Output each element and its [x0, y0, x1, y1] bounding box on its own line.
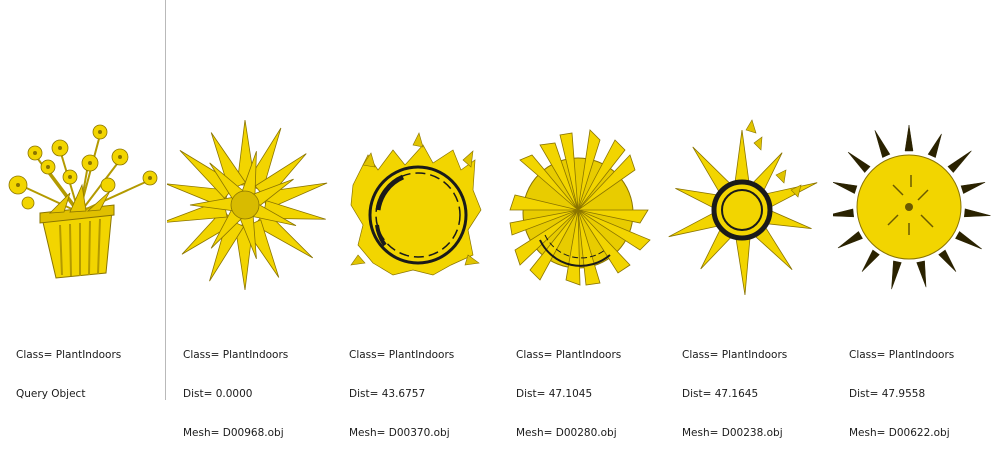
- class-label: Class= PlantIndoors: [682, 349, 788, 361]
- query-object-label: Query Object: [16, 388, 86, 400]
- potted-flower-plant-render: [8, 124, 158, 279]
- result-caption: Class= PlantIndoors Dist= 43.6757 Mesh= …: [349, 323, 454, 466]
- mesh-label: Mesh= D00370.obj: [349, 427, 450, 439]
- class-label: Class= PlantIndoors: [183, 349, 289, 361]
- distance-label: Dist= 0.0000: [183, 388, 253, 400]
- distance-label: Dist= 47.1645: [682, 388, 759, 400]
- query-panel[interactable]: Class= PlantIndoors Query Object: [0, 0, 166, 400]
- result-item[interactable]: Class= PlantIndoors Dist= 43.6757 Mesh= …: [333, 0, 500, 439]
- result-caption: Class= PlantIndoors Dist= 47.1045 Mesh= …: [516, 323, 621, 466]
- distance-label: Dist= 43.6757: [349, 388, 426, 400]
- mesh-label: Mesh= D00238.obj: [682, 427, 783, 439]
- leafy-bush-plant-render: [509, 129, 651, 286]
- retrieval-results: Class= PlantIndoors Query Object: [0, 0, 1000, 439]
- distance-label: Dist= 47.1045: [516, 388, 593, 400]
- result-thumbnail[interactable]: [666, 115, 832, 305]
- class-label: Class= PlantIndoors: [16, 349, 122, 361]
- result-thumbnail[interactable]: [167, 115, 333, 305]
- result-item[interactable]: Class= PlantIndoors Dist= 47.1045 Mesh= …: [500, 0, 666, 439]
- result-caption: Class= PlantIndoors Dist= 0.0000 Mesh= D…: [183, 323, 288, 466]
- result-thumbnail[interactable]: [500, 115, 666, 305]
- result-thumbnail[interactable]: [333, 115, 499, 305]
- result-caption: Class= PlantIndoors Dist= 47.9558 Mesh= …: [849, 323, 954, 466]
- result-item[interactable]: Class= PlantIndoors Dist= 0.0000 Mesh= D…: [167, 0, 333, 439]
- spiky-star-plant-render: [167, 119, 328, 291]
- distance-label: Dist= 47.9558: [849, 388, 926, 400]
- class-label: Class= PlantIndoors: [849, 349, 955, 361]
- query-caption: Class= PlantIndoors Query Object: [16, 323, 121, 427]
- round-bowl-plant-render: [350, 132, 482, 276]
- result-caption: Class= PlantIndoors Dist= 47.1645 Mesh= …: [682, 323, 787, 466]
- ringed-pot-plant-render: [668, 119, 818, 296]
- result-item[interactable]: Class= PlantIndoors Dist= 47.1645 Mesh= …: [666, 0, 833, 439]
- class-label: Class= PlantIndoors: [516, 349, 622, 361]
- result-thumbnail[interactable]: [833, 115, 999, 305]
- mesh-label: Mesh= D00280.obj: [516, 427, 617, 439]
- result-item[interactable]: Class= PlantIndoors Dist= 47.9558 Mesh= …: [833, 0, 1000, 439]
- class-label: Class= PlantIndoors: [349, 349, 455, 361]
- query-thumbnail[interactable]: [0, 115, 166, 305]
- mesh-label: Mesh= D00968.obj: [183, 427, 284, 439]
- mesh-label: Mesh= D00622.obj: [849, 427, 950, 439]
- spiked-disc-plant-render: [833, 124, 991, 290]
